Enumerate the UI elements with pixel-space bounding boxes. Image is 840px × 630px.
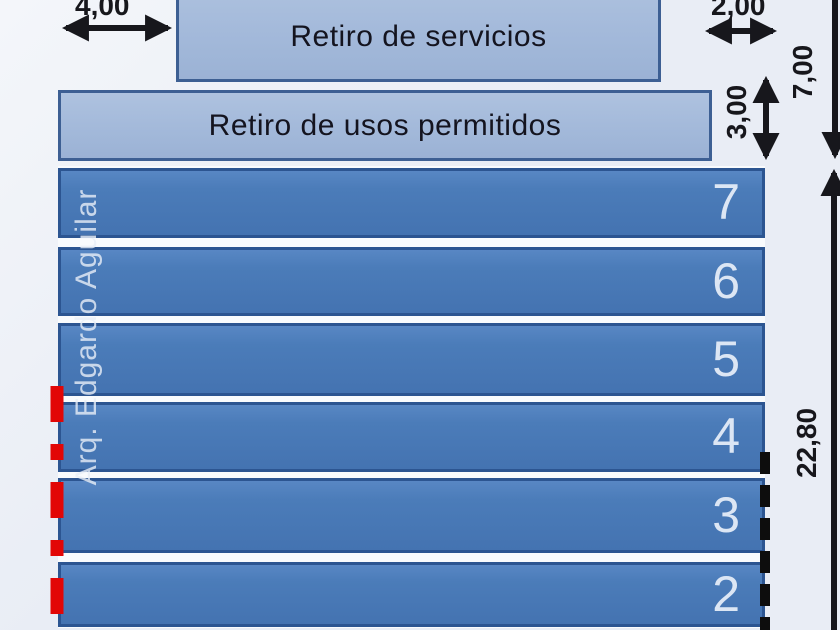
floor-bar: 7	[58, 168, 765, 238]
permitted-uses-setback-label: Retiro de usos permitidos	[208, 108, 562, 142]
floor-number: 7	[712, 174, 740, 230]
architect-watermark: Arq. Edgardo Aguilar	[70, 188, 103, 486]
floor-number: 6	[712, 252, 740, 309]
floor-number: 2	[712, 565, 740, 622]
floor-bar: 4	[58, 402, 765, 472]
floor-bar: 3	[58, 478, 765, 553]
floor-bar: 5	[58, 323, 765, 396]
permitted-height-dim-label: 3,00	[721, 84, 752, 140]
rear-setback-dim-label: 2,00	[711, 0, 766, 21]
total-height-dim-label: 22,80	[791, 407, 822, 479]
floor-number: 3	[712, 486, 740, 543]
services-height-dim-label: 7,00	[787, 44, 818, 100]
front-setback-dim-label: 4,00	[75, 0, 130, 21]
permitted-uses-setback-box: Retiro de usos permitidos	[58, 90, 712, 161]
floor-bar: 2	[58, 562, 765, 627]
floor-bar: 6	[58, 247, 765, 316]
services-setback-label: Retiro de servicios	[290, 20, 547, 53]
services-setback-box: Retiro de servicios	[176, 0, 661, 82]
floor-number: 5	[712, 330, 740, 387]
floor-number: 4	[712, 408, 740, 464]
